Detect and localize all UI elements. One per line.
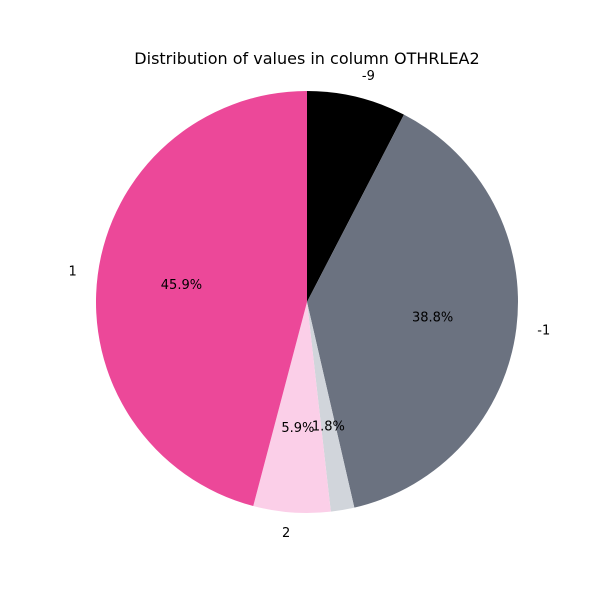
slice-category-label: 2 (282, 526, 290, 541)
slice-category-label: -1 (537, 324, 550, 339)
pie-slice (95, 91, 308, 507)
slice-percentage-label: 45.9% (161, 278, 202, 293)
slice-percentage-label: 5.9% (281, 421, 314, 436)
slice-category-label: 1 (69, 265, 77, 280)
slice-percentage-label: 38.8% (412, 310, 453, 325)
pie-slices (95, 91, 519, 513)
slice-category-label: -9 (362, 69, 375, 84)
pie-slice (253, 302, 331, 513)
slice-percentage-label: 1.8% (312, 419, 345, 434)
chart-title: Distribution of values in column OTHRLEA… (134, 49, 479, 68)
pie-slice (307, 114, 519, 508)
pie-slice (307, 91, 404, 302)
pie-slice (307, 302, 355, 512)
pie-labels: -9 -1 38.8% 1.8% 2 5.9% 1 45.9% (69, 69, 551, 541)
